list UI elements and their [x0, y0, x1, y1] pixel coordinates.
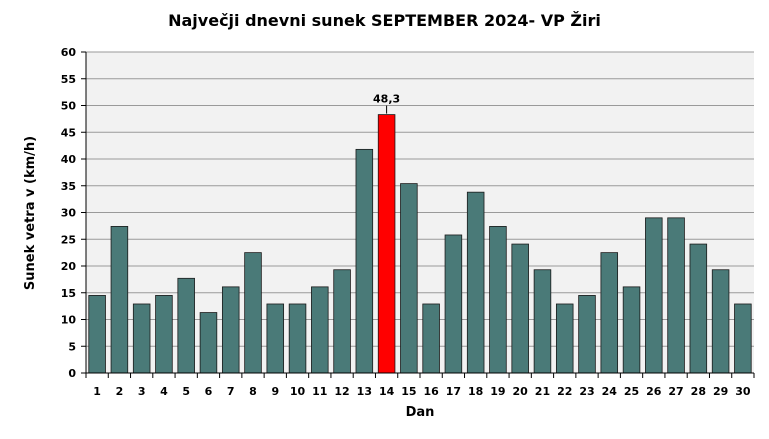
- y-tick-label: 0: [68, 367, 76, 380]
- bar-day-8: [244, 252, 262, 374]
- y-tick-label: 5: [68, 340, 76, 353]
- bar-day-20: [511, 243, 529, 374]
- data-label: 48,3: [373, 93, 400, 106]
- x-tick-label: 21: [535, 385, 550, 398]
- x-tick-label: 26: [646, 385, 662, 398]
- bar-day-12: [333, 269, 351, 374]
- bar-day-19: [489, 226, 507, 374]
- bar-day-17: [444, 234, 463, 374]
- bar-day-22: [555, 303, 574, 374]
- gridlines: [86, 51, 754, 347]
- x-tick-label: 12: [334, 385, 349, 398]
- y-tick-label: 45: [61, 126, 76, 139]
- x-tick-label: 11: [312, 385, 327, 398]
- x-tick-label: 17: [446, 385, 461, 398]
- y-tick-label: 50: [61, 100, 77, 113]
- x-tick-label: 16: [423, 385, 439, 398]
- y-tick-label: 25: [61, 233, 76, 246]
- bar-day-29: [711, 269, 730, 374]
- bar-day-25: [622, 286, 641, 374]
- x-tick-label: 6: [205, 385, 213, 398]
- data-labels: 48,3: [373, 93, 400, 114]
- x-tick-label: 29: [713, 385, 728, 398]
- y-tick-label: 30: [61, 207, 77, 220]
- x-tick-label: 1: [93, 385, 101, 398]
- chart-title: Največji dnevni sunek SEPTEMBER 2024- VP…: [168, 11, 601, 30]
- x-axis-title: Dan: [406, 405, 435, 420]
- x-tick-labels: 1 2 3 4 5 6 7 8 9 10 11 12 13 14 15 16 17 18 19 20 21 22 23 24 2…: [93, 385, 751, 398]
- x-tick-label: 23: [579, 385, 594, 398]
- x-tick-label: 27: [668, 385, 683, 398]
- bar-day-3: [132, 303, 151, 374]
- y-tick-label: 20: [61, 260, 77, 273]
- x-tick-label: 24: [602, 385, 618, 398]
- x-tick-label: 25: [624, 385, 639, 398]
- bar-day-1: [88, 295, 106, 374]
- y-tick-label: 15: [61, 287, 76, 300]
- x-tick-label: 4: [160, 385, 168, 398]
- bar-day-21: [533, 269, 552, 374]
- bars: [88, 114, 752, 374]
- bar-day-13: [355, 148, 374, 374]
- bar-day-15: [400, 183, 418, 374]
- bar-day-30: [734, 303, 752, 374]
- bar-day-14: [377, 114, 396, 374]
- x-tick-label: 3: [138, 385, 146, 398]
- y-tick-label: 40: [61, 153, 77, 166]
- x-tick-label: 14: [379, 385, 395, 398]
- x-tick-label: 9: [271, 385, 279, 398]
- bar-day-28: [689, 243, 708, 374]
- axes: [81, 51, 755, 378]
- y-tick-label: 60: [61, 46, 77, 59]
- x-tick-label: 2: [116, 385, 124, 398]
- bar-day-27: [667, 217, 685, 374]
- y-axis-title: Sunek vetra v (km/h): [23, 136, 38, 290]
- x-tick-label: 30: [735, 385, 751, 398]
- y-tick-label: 10: [61, 314, 77, 327]
- bar-day-26: [645, 217, 663, 374]
- x-tick-label: 8: [249, 385, 257, 398]
- x-tick-label: 19: [490, 385, 505, 398]
- y-tick-label: 55: [61, 73, 76, 86]
- x-tick-label: 10: [290, 385, 306, 398]
- x-tick-label: 5: [182, 385, 190, 398]
- y-tick-label: 35: [61, 180, 76, 193]
- x-tick-label: 18: [468, 385, 483, 398]
- bar-day-7: [221, 286, 240, 374]
- y-tick-labels: 0 5 10 15 20 25 30 35 40 45 50 55 60: [61, 46, 77, 380]
- bar-day-5: [177, 277, 195, 374]
- x-tick-label: 28: [691, 385, 706, 398]
- x-tick-label: 13: [357, 385, 372, 398]
- bar-day-16: [422, 303, 440, 374]
- bar-day-6: [199, 312, 218, 374]
- x-tick-label: 20: [513, 385, 529, 398]
- bar-day-11: [311, 286, 329, 374]
- bar-day-2: [110, 226, 129, 374]
- bar-day-10: [288, 303, 307, 374]
- x-tick-label: 15: [401, 385, 416, 398]
- bar-day-9: [266, 303, 285, 374]
- bar-day-4: [155, 295, 173, 374]
- bar-day-18: [466, 191, 485, 374]
- bar-day-23: [578, 295, 596, 374]
- x-tick-label: 7: [227, 385, 235, 398]
- x-tick-label: 22: [557, 385, 572, 398]
- bar-day-24: [600, 252, 619, 374]
